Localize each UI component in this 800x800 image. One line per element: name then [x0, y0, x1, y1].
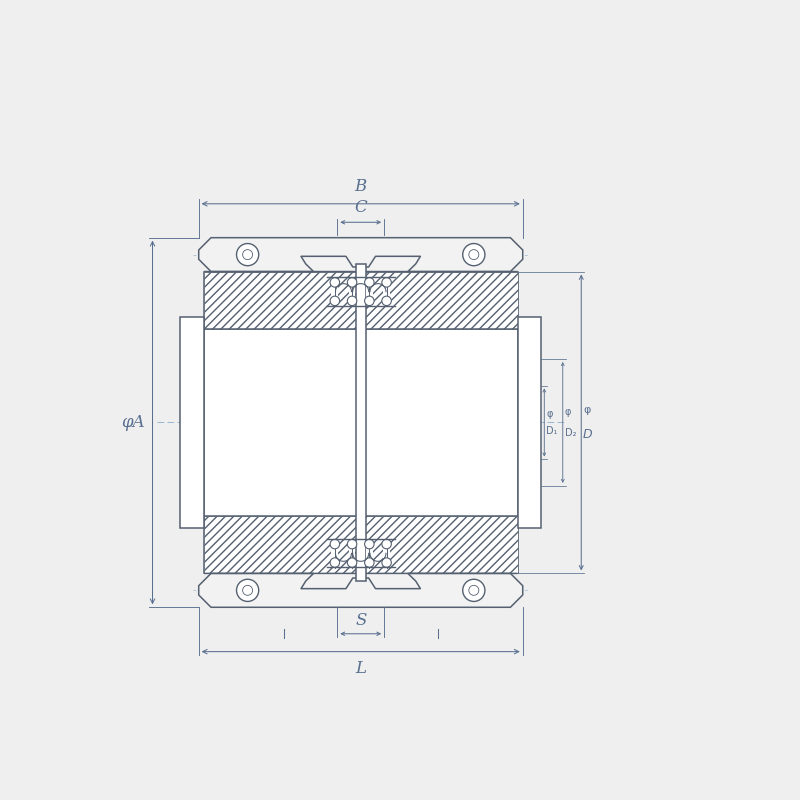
Circle shape [237, 243, 258, 266]
Text: D: D [583, 428, 593, 441]
Bar [331, 282, 338, 301]
Circle shape [469, 586, 479, 595]
Circle shape [347, 558, 357, 567]
Polygon shape [198, 574, 522, 607]
Circle shape [462, 579, 485, 602]
Bar [366, 282, 373, 301]
Text: φ: φ [546, 409, 553, 419]
Circle shape [242, 250, 253, 260]
Polygon shape [204, 271, 518, 574]
Circle shape [237, 579, 258, 602]
Circle shape [330, 296, 339, 306]
Circle shape [330, 558, 339, 567]
Circle shape [347, 278, 357, 287]
Text: B: B [354, 178, 367, 195]
Circle shape [330, 278, 339, 287]
Bar [331, 544, 338, 562]
Text: φA: φA [122, 414, 145, 431]
Text: D₁: D₁ [546, 426, 558, 436]
Bar [383, 282, 390, 301]
Polygon shape [518, 317, 542, 528]
Circle shape [347, 539, 357, 549]
Circle shape [347, 296, 357, 306]
Circle shape [242, 586, 253, 595]
Text: L: L [355, 660, 366, 678]
Text: D₂: D₂ [565, 428, 576, 438]
Circle shape [365, 558, 374, 567]
Circle shape [462, 243, 485, 266]
Bar [366, 544, 373, 562]
Circle shape [382, 278, 391, 287]
Polygon shape [198, 238, 522, 271]
Circle shape [382, 296, 391, 306]
Circle shape [382, 539, 391, 549]
Text: S: S [355, 612, 366, 629]
Circle shape [382, 558, 391, 567]
Polygon shape [180, 317, 204, 528]
Bar [349, 282, 355, 301]
Text: φ: φ [583, 406, 590, 415]
Circle shape [365, 296, 374, 306]
Bar [349, 544, 355, 562]
Circle shape [469, 250, 479, 260]
Polygon shape [356, 264, 366, 581]
Circle shape [365, 539, 374, 549]
Polygon shape [204, 516, 518, 574]
Bar [383, 544, 390, 562]
Polygon shape [204, 271, 518, 329]
Circle shape [365, 278, 374, 287]
Circle shape [330, 539, 339, 549]
Text: φ: φ [565, 407, 571, 417]
Text: C: C [354, 198, 367, 215]
